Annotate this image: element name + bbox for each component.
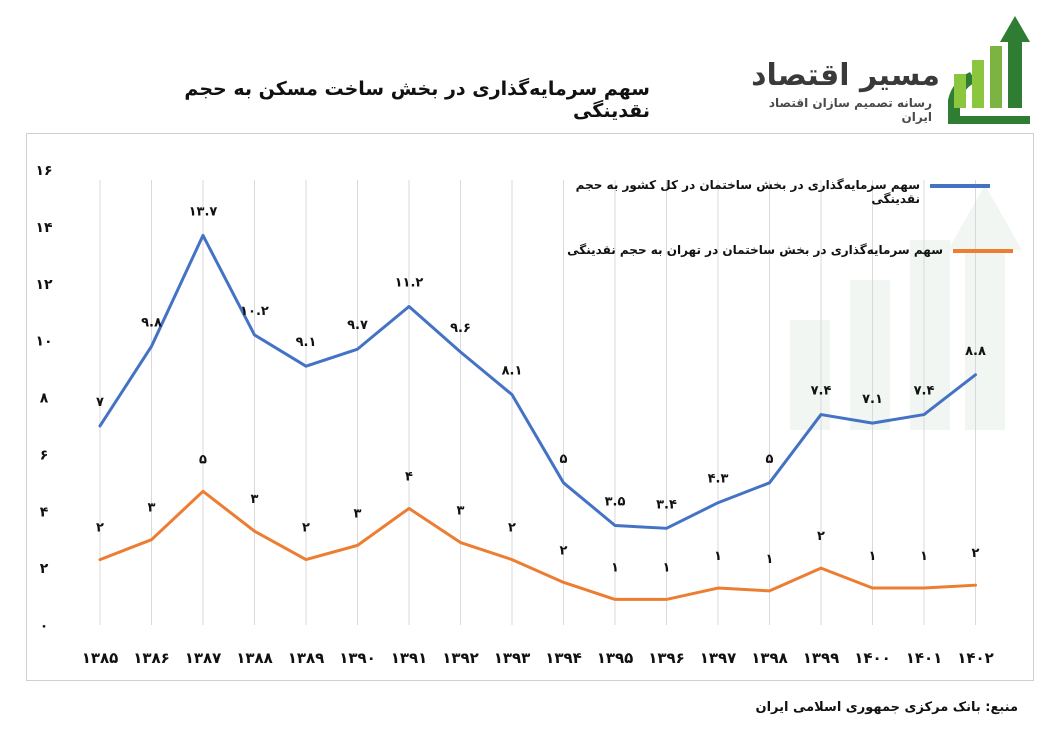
x-tick-label: ۱۳۹۸ — [751, 649, 788, 667]
y-tick-label: ۴ — [40, 504, 49, 520]
chart-title: سهم سرمایه‌گذاری در بخش ساخت مسکن به حجم… — [184, 78, 650, 122]
series-lines — [98, 233, 977, 601]
data-label: ۷.۴ — [811, 384, 832, 399]
x-tick-label: ۱۴۰۰ — [854, 649, 891, 667]
y-tick-label: ۱۲ — [35, 277, 53, 293]
data-label: ۸.۸ — [965, 344, 986, 359]
x-tick-label: ۱۳۹۶ — [648, 649, 685, 667]
x-tick-label: ۱۳۸۶ — [133, 649, 170, 667]
data-label: ۵ — [560, 452, 568, 467]
data-label: ۱ — [766, 552, 774, 567]
legend-swatch-tehran — [953, 249, 1013, 253]
data-label: ۳ — [251, 492, 259, 507]
grid — [99, 180, 976, 625]
data-label: ۹.۱ — [296, 335, 317, 350]
data-label: ۱ — [611, 560, 619, 575]
x-tick-label: ۱۳۹۲ — [442, 649, 479, 667]
x-tick-label: ۱۳۹۰ — [339, 649, 376, 667]
x-tick-label: ۱۴۰۱ — [906, 649, 943, 667]
data-label: ۱۰.۲ — [240, 304, 269, 319]
chart-frame — [26, 133, 1034, 681]
watermark — [790, 185, 1022, 430]
x-tick-label: ۱۳۸۷ — [185, 649, 222, 667]
x-tick-label: ۱۴۰۲ — [957, 649, 994, 667]
y-axis: ۰ ۲ ۴ ۶ ۸ ۱۰ ۱۲ ۱۴ ۱۶ — [35, 163, 53, 634]
legend-item-tehran: سهم سرمایه‌گذاری در بخش ساختمان در تهران… — [540, 243, 1013, 257]
data-label: ۱ — [663, 560, 671, 575]
data-label: ۳ — [457, 504, 465, 519]
data-labels: ۷ ۹.۸ ۱۳.۷ ۱۰.۲ ۹.۱ ۹.۷ ۱۱.۲ ۹.۶ ۸.۱ ۵ ۳.۵ ۳.۴ ۴.۳ ۵ ۷… — [96, 204, 986, 575]
data-label: ۱ — [714, 549, 722, 564]
series-line-country — [98, 233, 977, 530]
legend-label-country: سهم سرمایه‌گذاری در بخش ساختمان در کل کش… — [575, 178, 920, 206]
legend-swatch-country — [930, 184, 990, 188]
data-label: ۱ — [869, 549, 877, 564]
data-label: ۸.۱ — [502, 364, 523, 379]
data-label: ۷.۱ — [862, 392, 883, 407]
x-tick-label: ۱۳۸۵ — [82, 649, 119, 667]
data-label: ۹.۶ — [450, 321, 471, 336]
data-label: ۵ — [199, 452, 207, 467]
data-label: ۹.۷ — [347, 318, 368, 333]
source-note: منبع: بانک مرکزی جمهوری اسلامی ایران — [755, 700, 1018, 715]
data-label: ۲ — [560, 543, 568, 558]
data-label: ۳.۵ — [605, 494, 626, 509]
data-label: ۲ — [508, 521, 516, 536]
y-tick-label: ۸ — [40, 391, 49, 407]
data-label: ۲ — [817, 529, 825, 544]
data-label: ۱ — [920, 549, 928, 564]
data-label: ۱۳.۷ — [189, 204, 218, 219]
logo: مسیر اقتصاد رسانه تصمیم سازان اقتصاد ایر… — [740, 12, 1040, 132]
x-tick-label: ۱۳۹۴ — [545, 649, 582, 667]
logo-growth-icon — [948, 16, 1030, 124]
x-tick-label: ۱۳۹۹ — [803, 649, 840, 667]
logo-subtitle: رسانه تصمیم سازان اقتصاد ایران — [768, 96, 932, 124]
x-tick-label: ۱۳۹۳ — [494, 649, 531, 667]
y-tick-label: ۱۶ — [35, 163, 52, 179]
x-tick-label: ۱۳۸۹ — [288, 649, 325, 667]
data-label: ۳ — [148, 501, 156, 516]
series-line-tehran — [98, 489, 977, 601]
legend-item-country: سهم سرمایه‌گذاری در بخش ساختمان در کل کش… — [540, 178, 990, 206]
y-tick-label: ۰ — [40, 618, 49, 634]
data-label: ۳.۴ — [656, 497, 677, 512]
logo-name: مسیر اقتصاد — [751, 58, 940, 93]
data-label: ۲ — [96, 521, 104, 536]
data-label: ۲ — [972, 546, 980, 561]
data-label: ۴.۳ — [708, 472, 729, 487]
data-label: ۲ — [302, 521, 310, 536]
x-tick-label: ۱۳۹۷ — [700, 649, 737, 667]
data-label: ۱۱.۲ — [395, 276, 424, 291]
x-tick-label: ۱۳۸۸ — [236, 649, 273, 667]
data-label: ۹.۸ — [141, 315, 162, 330]
y-tick-label: ۲ — [40, 561, 49, 577]
x-axis: ۱۳۸۵ ۱۳۸۶ ۱۳۸۷ ۱۳۸۸ ۱۳۸۹ ۱۳۹۰ ۱۳۹۱ ۱۳۹۲ ۱۳۹۳ ۱۳۹۴… — [82, 649, 994, 667]
x-tick-label: ۱۳۹۱ — [391, 649, 428, 667]
x-tick-label: ۱۳۹۵ — [597, 649, 634, 667]
data-label: ۷ — [96, 395, 104, 410]
legend-label-tehran: سهم سرمایه‌گذاری در بخش ساختمان در تهران… — [567, 243, 943, 257]
y-tick-label: ۶ — [40, 447, 49, 463]
data-label: ۴ — [405, 469, 413, 484]
data-label: ۷.۴ — [914, 384, 935, 399]
data-label: ۵ — [766, 452, 774, 467]
y-tick-label: ۱۴ — [35, 220, 53, 236]
y-tick-label: ۱۰ — [35, 334, 52, 350]
data-label: ۳ — [354, 506, 362, 521]
